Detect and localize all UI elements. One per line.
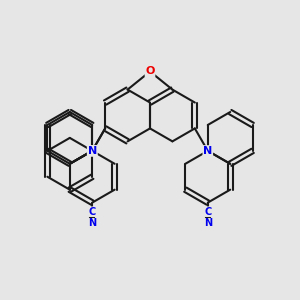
Text: O: O [145, 67, 155, 76]
Text: N: N [203, 146, 212, 156]
Text: N: N [88, 146, 97, 156]
Text: N: N [204, 218, 212, 228]
Text: N: N [88, 218, 96, 228]
Text: C: C [204, 207, 211, 217]
Text: N: N [88, 146, 97, 156]
Text: C: C [88, 207, 96, 217]
